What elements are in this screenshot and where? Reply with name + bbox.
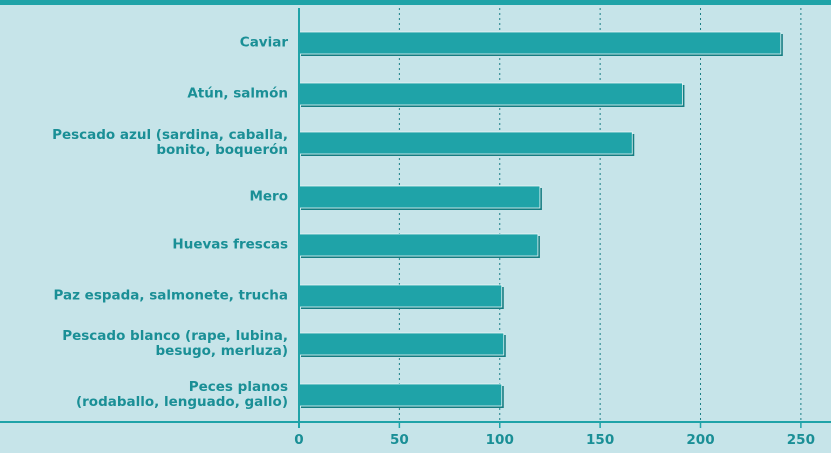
bar	[298, 332, 505, 356]
y-tick-label: Paz espada, salmonete, trucha	[53, 287, 288, 304]
y-tick-label: Pescado azul (sardina, caballa, bonito, …	[52, 127, 288, 158]
bar	[298, 131, 633, 155]
bar	[298, 82, 683, 106]
bar	[298, 233, 539, 257]
x-tick-label: 0	[294, 432, 304, 448]
y-tick-label: Pescado blanco (rape, lubina, besugo, me…	[62, 328, 288, 359]
top-border	[0, 0, 831, 5]
x-tick-label: 50	[389, 432, 409, 448]
x-tick-label: 150	[586, 432, 615, 448]
x-tick-label: 200	[686, 432, 715, 448]
bar	[298, 383, 503, 407]
y-tick-label: Peces planos (rodaballo, lenguado, gallo…	[75, 379, 288, 410]
y-tick-label: Caviar	[239, 34, 288, 51]
bar	[298, 185, 541, 209]
y-tick-label: Huevas frescas	[172, 236, 288, 253]
y-tick-label: Atún, salmón	[187, 85, 288, 102]
y-tick-label: Mero	[249, 188, 288, 205]
bar	[298, 31, 782, 55]
x-tick-label: 100	[485, 432, 514, 448]
x-tick-label: 250	[786, 432, 815, 448]
bar	[298, 284, 503, 308]
